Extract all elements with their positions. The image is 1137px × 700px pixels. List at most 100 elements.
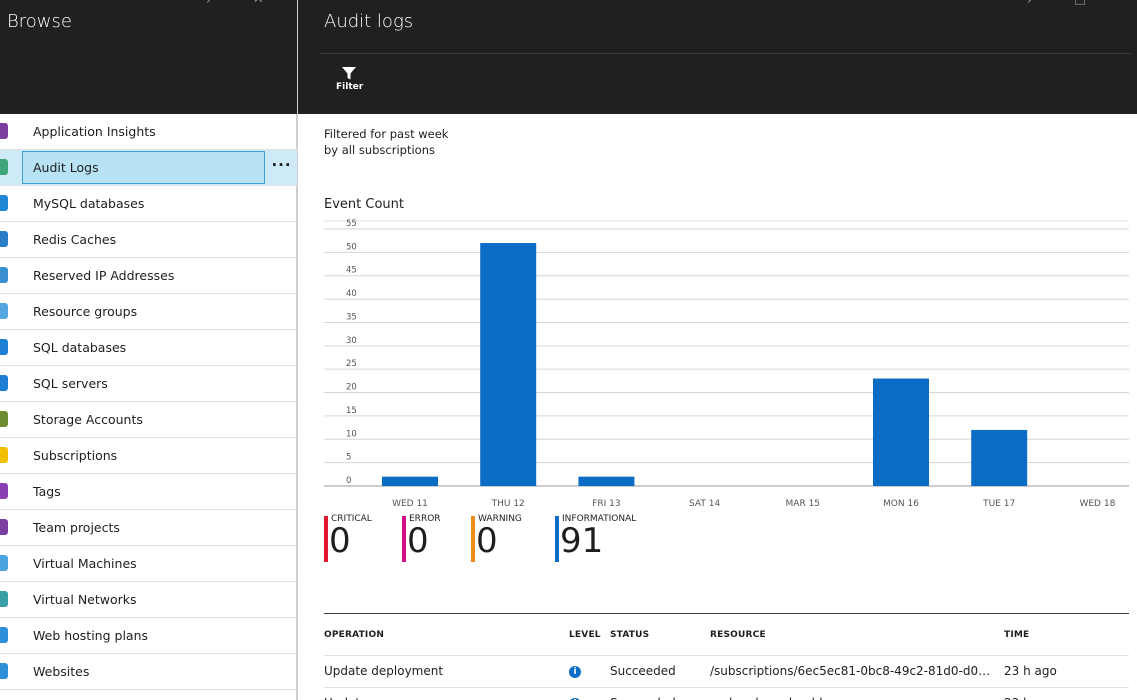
sidebar-item[interactable]: Storage Accounts: [0, 402, 297, 438]
minimize-icon[interactable]: —: [1049, 0, 1062, 7]
event-count-chart[interactable]: 0 5 10 15 20 25 30 35 40 45 50 55 WED 11 THU 12 FRI 13…: [324, 216, 1129, 514]
y-tick-label: 5: [346, 453, 351, 463]
level-color-bar: [324, 516, 328, 562]
sidebar-item[interactable]: SQL servers: [0, 366, 297, 402]
x-tick-label: FRI 13: [592, 499, 620, 509]
sidebar-item[interactable]: Subscriptions: [0, 438, 297, 474]
y-tick-label: 50: [346, 242, 357, 252]
level-count: 0: [329, 521, 351, 561]
sidebar-item[interactable]: Websites: [0, 654, 297, 690]
sidebar-item[interactable]: SQL databases: [0, 330, 297, 366]
header-divider: [320, 53, 1131, 54]
virtual-machine-icon: [0, 555, 8, 571]
info-icon: i: [569, 666, 581, 678]
cell-status: Succeeded: [610, 696, 700, 700]
minimize-icon[interactable]: —: [228, 0, 241, 7]
cell-resource: ...play-dev-edu-old: [710, 696, 996, 700]
audit-logs-icon: [0, 159, 8, 175]
chart-bar[interactable]: [873, 378, 929, 486]
subscription-key-icon: [0, 447, 8, 463]
col-header-time[interactable]: TIME: [1004, 630, 1030, 640]
filter-label: Filter: [336, 82, 364, 92]
cell-resource: /subscriptions/6ec5ec81-0bc8-49c2-81d0-d…: [710, 664, 996, 678]
browse-title: Browse: [7, 11, 72, 32]
cell-time: 23 h ago: [1004, 696, 1104, 700]
sidebar-item[interactable]: Tags: [0, 474, 297, 510]
y-tick-label: 35: [346, 312, 357, 322]
table-row[interactable]: Update resource group Succeeded ...play-de…: [324, 687, 1129, 700]
application-insights-icon: [0, 123, 8, 139]
x-tick-label: SAT 14: [689, 499, 720, 509]
level-tile-informational[interactable]: INFORMATIONAL 91: [555, 514, 636, 562]
sidebar-item-label: Storage Accounts: [33, 412, 143, 427]
chart-bar[interactable]: [382, 476, 438, 486]
level-tile-warning[interactable]: WARNING 0: [471, 514, 522, 562]
level-count: 0: [476, 521, 498, 561]
redis-icon: [0, 231, 8, 247]
sidebar-item[interactable]: MySQL databases: [0, 186, 297, 222]
audit-logs-blade: Audit logs ↗ — □ Filter Filtered for pas…: [298, 0, 1137, 700]
sidebar-item-label: Websites: [33, 664, 90, 679]
sidebar-item-label: Resource groups: [33, 304, 138, 319]
level-color-bar: [555, 516, 559, 562]
level-tile-critical[interactable]: CRITICAL 0: [324, 514, 372, 562]
resource-group-icon: [0, 303, 8, 319]
sql-server-icon: [0, 375, 8, 391]
sidebar-item[interactable]: Virtual Networks: [0, 582, 297, 618]
col-header-resource[interactable]: RESOURCE: [710, 630, 766, 640]
sidebar-item-label: Audit Logs: [33, 160, 99, 175]
chart-bar[interactable]: [971, 429, 1028, 486]
chart-bar[interactable]: [578, 476, 635, 486]
sidebar-item[interactable]: Audit Logs ···: [0, 150, 297, 186]
col-header-operation[interactable]: OPERATION: [324, 630, 385, 640]
sidebar-item-label: MySQL databases: [33, 196, 145, 211]
level-name: INFORMATIONAL: [562, 514, 637, 524]
sidebar-item-label: SQL servers: [33, 376, 108, 391]
y-tick-label: 45: [346, 266, 357, 276]
browse-list: Application Insights Audit Logs ··· MySQL d…: [0, 114, 297, 690]
sidebar-item[interactable]: Reserved IP Addresses: [0, 258, 297, 294]
maximize-icon[interactable]: □: [1074, 0, 1086, 7]
chart-bar[interactable]: [480, 243, 537, 486]
sidebar-item[interactable]: Team projects: [0, 510, 297, 546]
sidebar-item[interactable]: Resource groups: [0, 294, 297, 330]
mysql-icon: [0, 195, 8, 211]
y-tick-label: 20: [346, 383, 357, 393]
filter-button[interactable]: Filter: [336, 66, 364, 92]
y-tick-label: 15: [346, 406, 357, 416]
col-header-level[interactable]: LEVEL: [569, 630, 601, 640]
x-tick-label: WED 11: [392, 499, 428, 509]
cell-operation: Update deployment: [324, 664, 444, 678]
x-tick-label: MAR 15: [786, 499, 821, 509]
pin-icon[interactable]: ↗: [1026, 0, 1037, 7]
x-tick-label: WED 18: [1079, 499, 1115, 509]
close-icon[interactable]: ✕: [253, 0, 264, 7]
cell-status: Succeeded: [610, 664, 676, 678]
sidebar-item[interactable]: Virtual Machines: [0, 546, 297, 582]
sidebar-item-label: Tags: [33, 484, 61, 499]
y-tick-label: 25: [346, 359, 357, 369]
col-header-status[interactable]: STATUS: [610, 630, 650, 640]
sidebar-item-label: Virtual Machines: [33, 556, 137, 571]
sidebar-item[interactable]: Web hosting plans: [0, 618, 297, 654]
sidebar-item[interactable]: Redis Caches: [0, 222, 297, 258]
summary-period: Filtered for past week: [324, 127, 449, 141]
tag-icon: [0, 483, 8, 499]
level-color-bar: [471, 516, 475, 562]
storage-icon: [0, 411, 8, 427]
table-row[interactable]: Update deployment Succeeded/subscriptions…: [324, 655, 1129, 687]
x-tick-label: TUE 17: [982, 499, 1015, 509]
y-tick-label: 30: [346, 336, 357, 346]
level-name: CRITICAL: [331, 514, 372, 524]
level-tile-error[interactable]: ERROR 0: [402, 514, 441, 562]
cell-time: 23 h ago: [1004, 664, 1057, 678]
pin-icon[interactable]: ↗: [205, 0, 216, 7]
sidebar-item-label: Reserved IP Addresses: [33, 268, 175, 283]
sidebar-item-label: Team projects: [33, 520, 120, 535]
team-projects-icon: [0, 519, 8, 535]
sidebar-item[interactable]: Application Insights: [0, 114, 297, 150]
filter-icon: [342, 67, 356, 80]
filter-summary[interactable]: Filtered for past week by all subscripti…: [324, 126, 448, 158]
more-options-button[interactable]: ···: [271, 156, 292, 174]
